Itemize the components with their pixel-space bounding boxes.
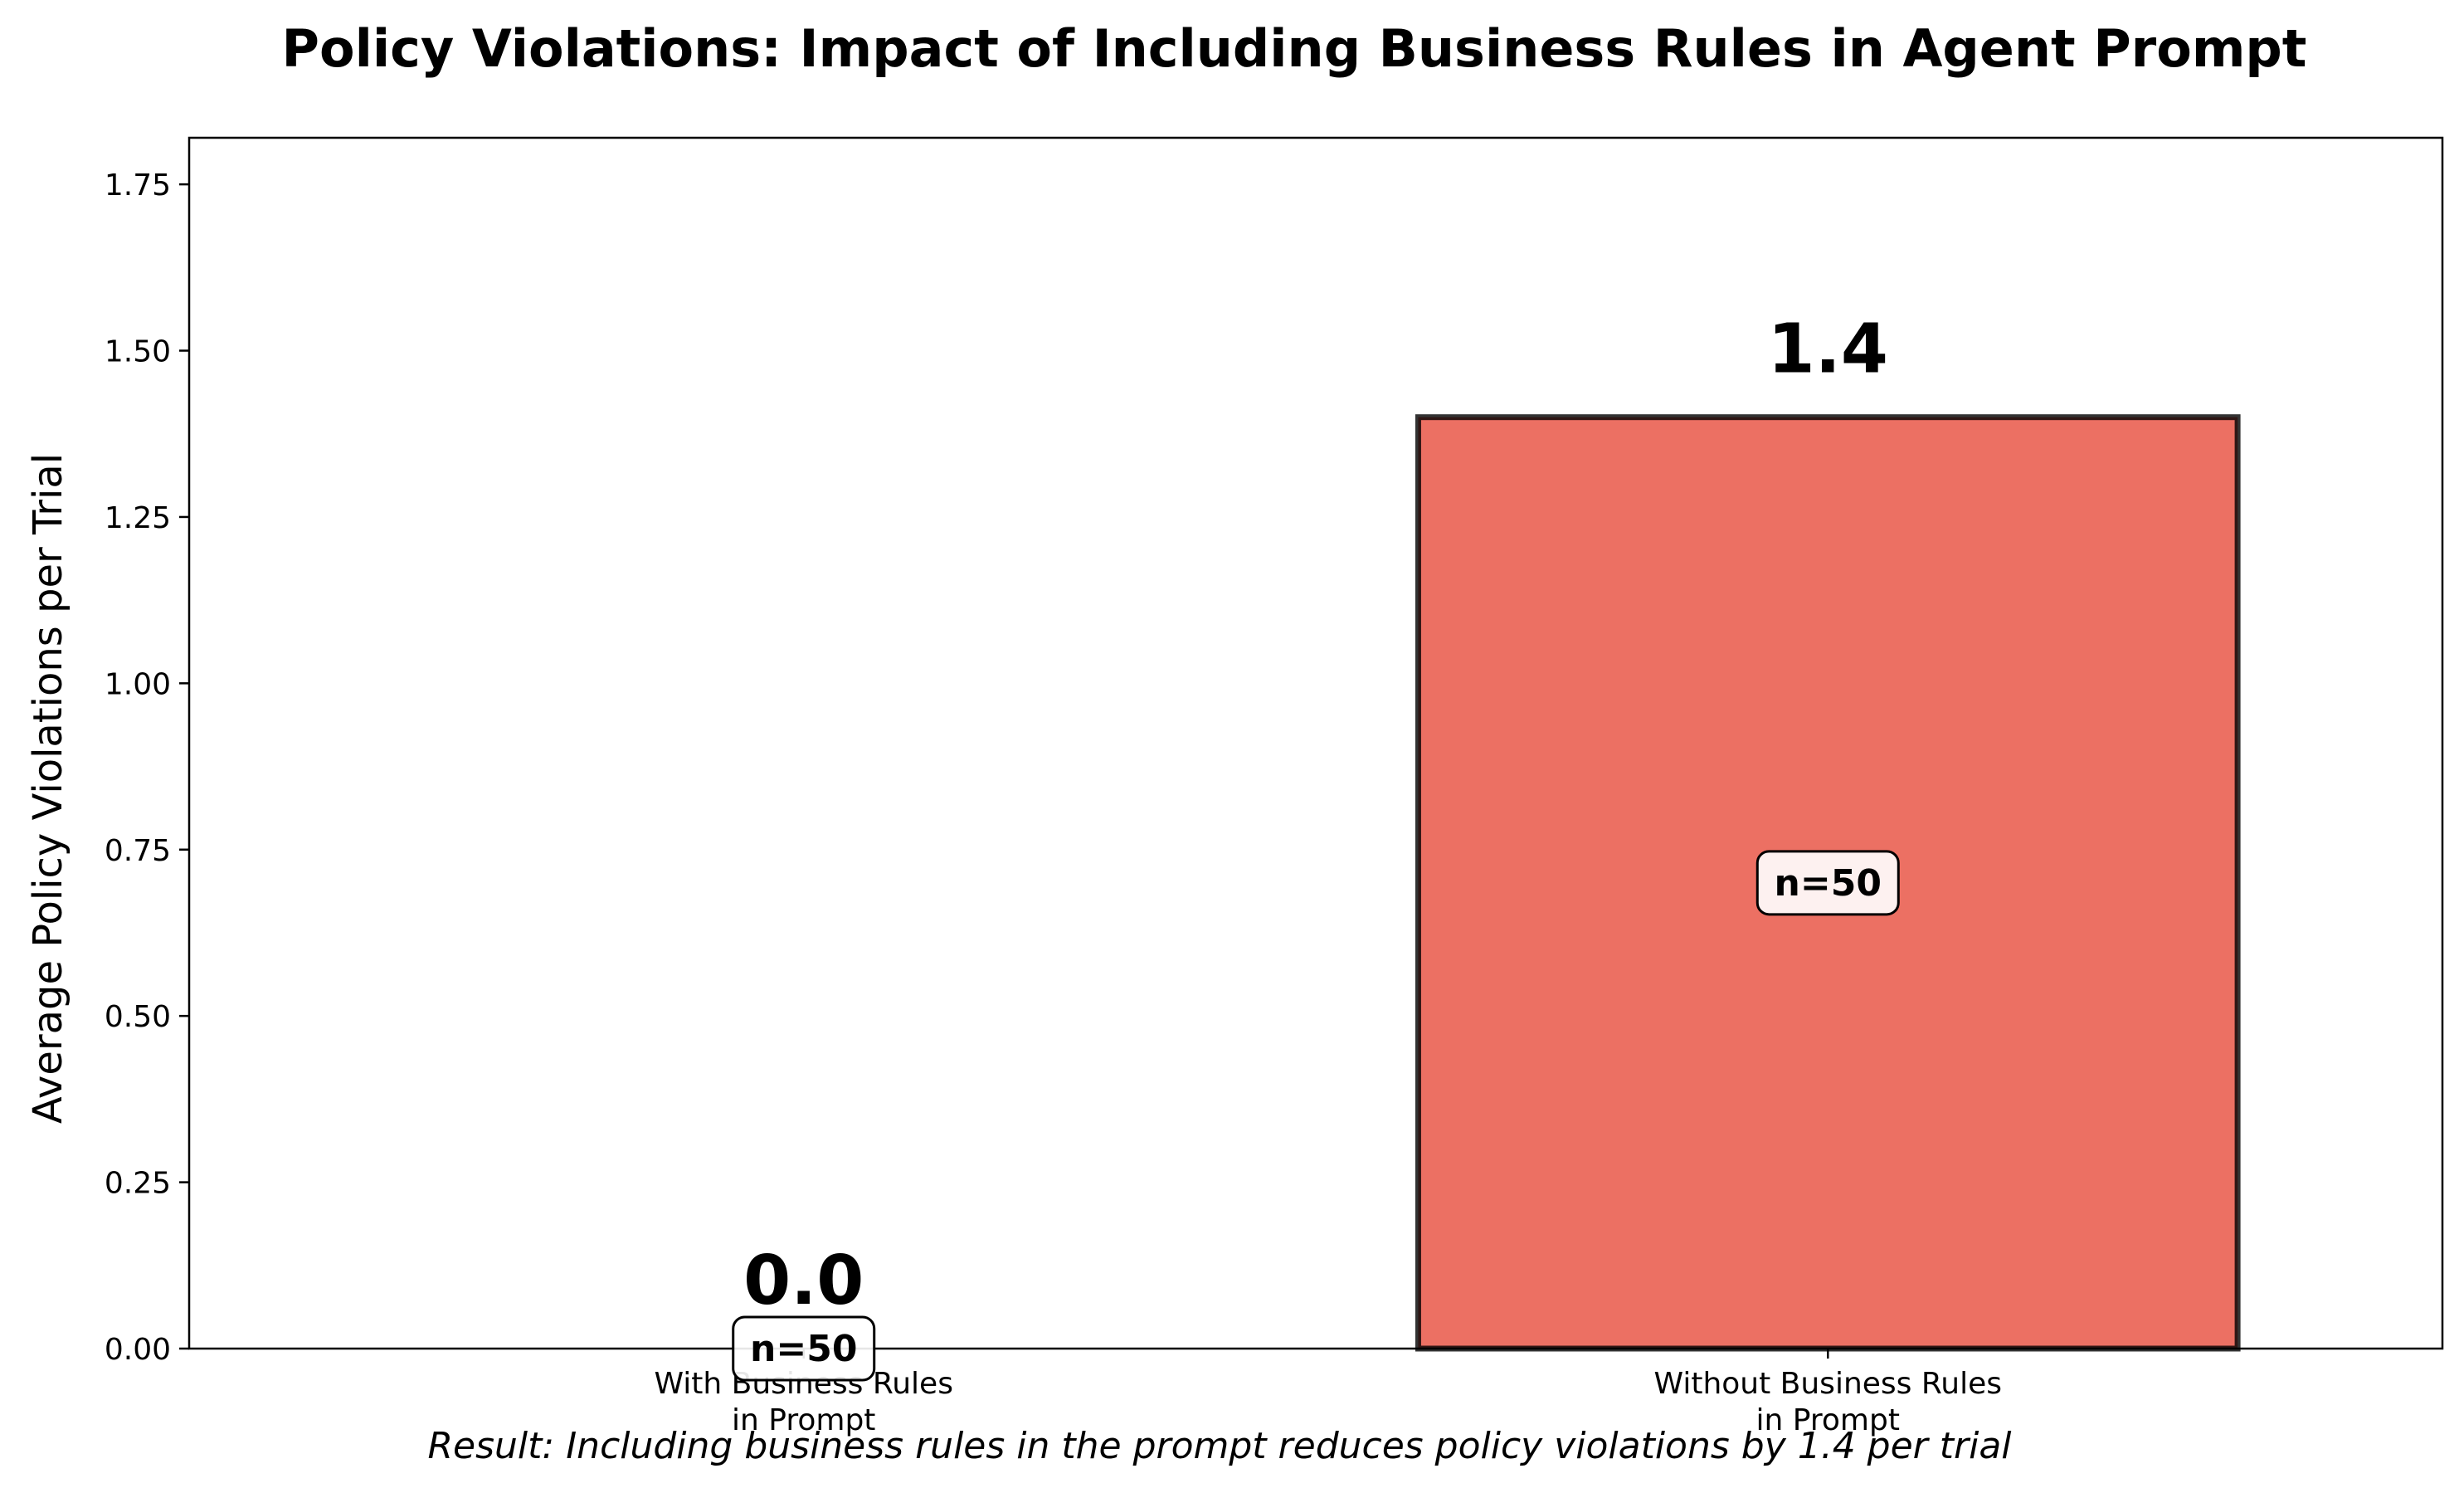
y-tick-label-2: 0.50 [105, 1000, 171, 1034]
value-label-1: 1.4 [1768, 310, 1888, 389]
y-axis-label: Average Policy Violations per Trial [25, 453, 71, 1124]
y-tick-label-0: 0.00 [105, 1333, 171, 1367]
y-tick-label-3: 0.75 [105, 834, 171, 868]
x-tick-label-0-1: in Prompt [732, 1403, 875, 1437]
y-tick-label-7: 1.75 [105, 168, 171, 202]
sample-size-label-1: n=50 [1775, 862, 1882, 905]
sample-size-label-0: n=50 [750, 1328, 857, 1370]
chart-title: Policy Violations: Impact of Including B… [282, 18, 2307, 79]
result-annotation: Result: Including business rules in the … [427, 1425, 2012, 1467]
value-label-0: 0.0 [743, 1242, 864, 1320]
y-tick-label-6: 1.50 [105, 335, 171, 369]
y-tick-label-1: 0.25 [105, 1167, 171, 1201]
sample-size-box-0 [732, 1315, 876, 1382]
x-tick-label-1-1: in Prompt [1756, 1403, 1900, 1437]
y-tick-label-5: 1.25 [105, 501, 171, 535]
sample-size-box-1 [1755, 850, 1900, 916]
axes-frame [187, 136, 2444, 1350]
y-tick-label-4: 1.00 [105, 667, 171, 701]
x-tick-label-1-0: Without Business Rules [1654, 1367, 2002, 1401]
